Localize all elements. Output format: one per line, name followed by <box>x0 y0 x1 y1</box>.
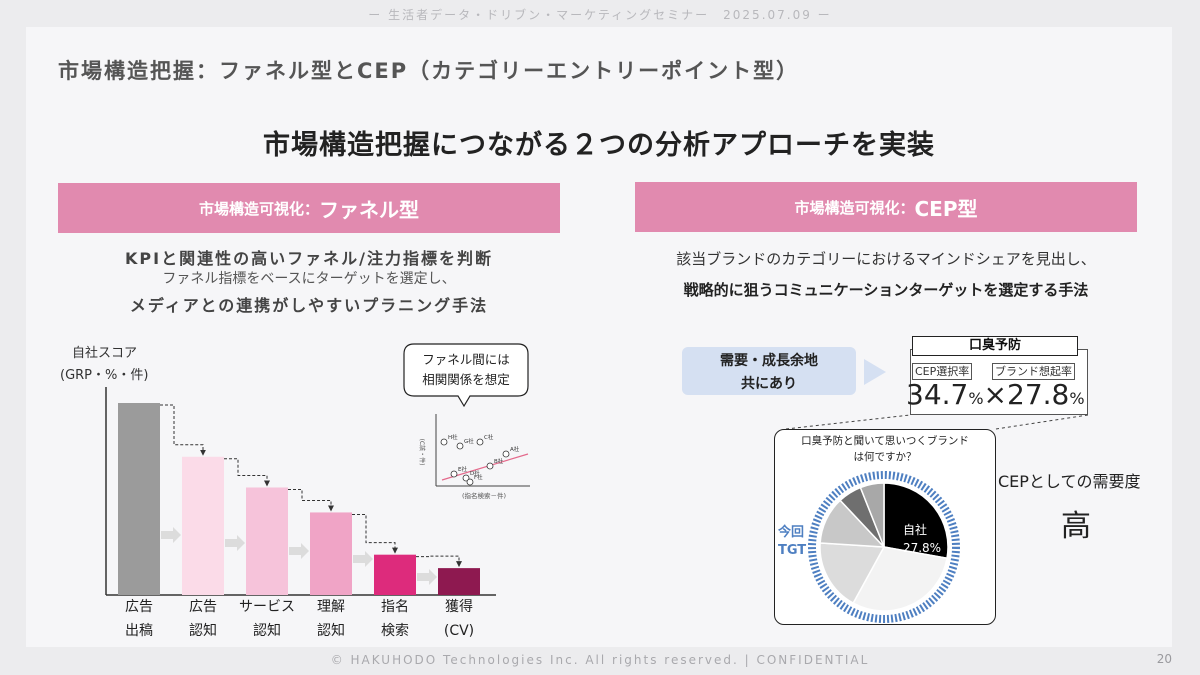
cep-section-band: 市場構造可視化： CEP型 <box>635 182 1137 232</box>
demand-line-1: 需要・成長余地 <box>720 353 818 369</box>
scatter-point-label: H社 <box>448 433 458 441</box>
scatter-point <box>476 438 484 446</box>
flow-arrow-icon <box>353 551 373 567</box>
scatter-point-label: F社 <box>474 473 483 481</box>
category-label: 広告 <box>189 599 217 615</box>
headline: 市場構造把握につながる２つの分析アプローチを実装 <box>263 130 935 161</box>
flow-arrow-icon <box>289 543 309 559</box>
funnel-desc-line2: ファネル指標をベースにターゲットを選定し、 <box>162 271 456 287</box>
speech-bubble: ファネル間には 相関関係を想定 <box>403 343 529 408</box>
funnel-bar <box>118 403 160 595</box>
callout-connectors <box>785 414 1089 430</box>
category-label: 獲得 <box>445 598 473 615</box>
scatter-point <box>456 442 464 450</box>
footer-copyright: © HAKUHODO Technologies Inc. All rights … <box>330 653 870 667</box>
cep-selection-label: CEP選択率 <box>912 363 973 380</box>
brand-recall-value: 27.8 <box>1007 378 1070 411</box>
funnel-connector <box>416 555 462 568</box>
pie-label: 自社 <box>903 522 927 537</box>
pie-slice <box>859 482 885 548</box>
flow-arrow-icon <box>417 569 437 585</box>
funnel-bar <box>438 568 480 595</box>
category-label: 出稿 <box>125 623 153 639</box>
y-axis-label-2: (GRP・%・件) <box>60 368 149 383</box>
page-number: 20 <box>1156 652 1172 666</box>
cep-demand-label: CEPとしての需要度 <box>998 472 1141 491</box>
category-label: サービス <box>239 599 295 615</box>
cep-metric-title: 口臭予防 <box>912 336 1078 356</box>
funnel-bar <box>310 512 352 595</box>
band-prefix: 市場構造可視化： <box>198 199 319 218</box>
tgt-label-1: 今回 <box>778 521 805 540</box>
band-title: ファネル型 <box>319 197 419 222</box>
demand-line-2: 共にあり <box>741 376 797 392</box>
scatter-ylabel: (C該・件) <box>418 439 426 466</box>
cep-metric-values: 34.7%×27.8% <box>906 379 1085 415</box>
funnel-bar <box>246 487 288 595</box>
funnel-desc-line3: メディアとの連携がしやすいプラニング手法 <box>129 296 489 315</box>
times-sign: × <box>983 378 1008 411</box>
bubble-text-2: 相関関係を想定 <box>422 372 510 387</box>
scatter-point-label: B社 <box>494 457 504 465</box>
tgt-ring <box>808 471 960 623</box>
band-title: CEP型 <box>914 196 978 221</box>
pie-slice <box>852 546 948 612</box>
scatter-point <box>440 438 448 446</box>
flow-arrow-icon <box>225 535 245 551</box>
category-label: 指名 <box>381 599 409 615</box>
funnel-bar <box>374 554 416 595</box>
category-label: (CV) <box>444 623 474 639</box>
scatter-point <box>466 478 474 486</box>
cep-demand-value: 高 <box>1061 509 1091 544</box>
cep-desc-line2: 戦略的に狙うコミュニケーションターゲットを選定する手法 <box>683 281 1089 299</box>
band-prefix: 市場構造可視化： <box>794 198 915 217</box>
brand-recall-label: ブランド想起率 <box>992 363 1075 380</box>
pie-slice <box>819 542 886 605</box>
category-label: 認知 <box>189 622 217 639</box>
flow-arrow-icon <box>161 527 181 543</box>
cep-desc-line1: 該当ブランドのカテゴリーにおけるマインドシェアを見出し、 <box>676 250 1096 268</box>
cep-metric-box <box>910 349 1088 415</box>
tgt-label-2: TGT <box>778 543 807 558</box>
scatter-point <box>486 462 494 470</box>
y-axis-label-1: 自社スコア <box>72 346 138 361</box>
demand-box: 需要・成長余地 共にあり <box>682 347 856 395</box>
bubble-text-1: ファネル間には <box>422 352 510 367</box>
scatter-point <box>502 450 510 458</box>
category-label: 広告 <box>125 599 153 615</box>
scatter-point-label: C社 <box>484 433 494 441</box>
arrow-right-icon <box>864 359 886 385</box>
cep-selection-value: 34.7 <box>906 378 969 411</box>
category-label: 認知 <box>317 622 345 639</box>
funnel-connector <box>352 513 398 554</box>
scatter-point <box>450 470 458 478</box>
category-label: 理解 <box>317 599 345 615</box>
scatter-point-label: G社 <box>464 437 474 445</box>
question-line-2: は何ですか？ <box>853 451 917 463</box>
pie-value: 27.8% <box>903 541 941 555</box>
percent-sign: % <box>968 389 984 408</box>
scatter-xlabel: (指名検索－件) <box>462 491 506 500</box>
funnel-section-band: 市場構造可視化： ファネル型 <box>58 183 560 233</box>
scatter-point-label: A社 <box>510 445 520 453</box>
seminar-header: ー 生活者データ・ドリブン・マーケティングセミナー 2025.07.09 ー <box>368 8 832 22</box>
category-label: 検索 <box>381 622 409 639</box>
funnel-connector <box>224 458 270 487</box>
slide-title: 市場構造把握：ファネル型とCEP（カテゴリーエントリーポイント型） <box>58 59 800 83</box>
question-line-1: 口臭予防と聞いて思いつくブランド <box>801 435 969 447</box>
funnel-bar <box>182 456 224 595</box>
scatter-point <box>462 474 470 482</box>
funnel-connector <box>160 404 206 456</box>
category-label: 認知 <box>253 622 281 639</box>
pie-slice <box>883 482 949 560</box>
funnel-desc-line1: KPIと関連性の高いファネル/注力指標を判断 <box>125 249 493 268</box>
scatter-point-label: D社 <box>470 469 480 477</box>
scatter-point-label: E社 <box>458 465 467 473</box>
funnel-connector <box>288 488 334 512</box>
slide: 市場構造把握：ファネル型とCEP（カテゴリーエントリーポイント型） 市場構造把握… <box>26 27 1172 647</box>
percent-sign: % <box>1069 389 1085 408</box>
brand-recall-pie: 自社 27.8% <box>808 471 960 623</box>
